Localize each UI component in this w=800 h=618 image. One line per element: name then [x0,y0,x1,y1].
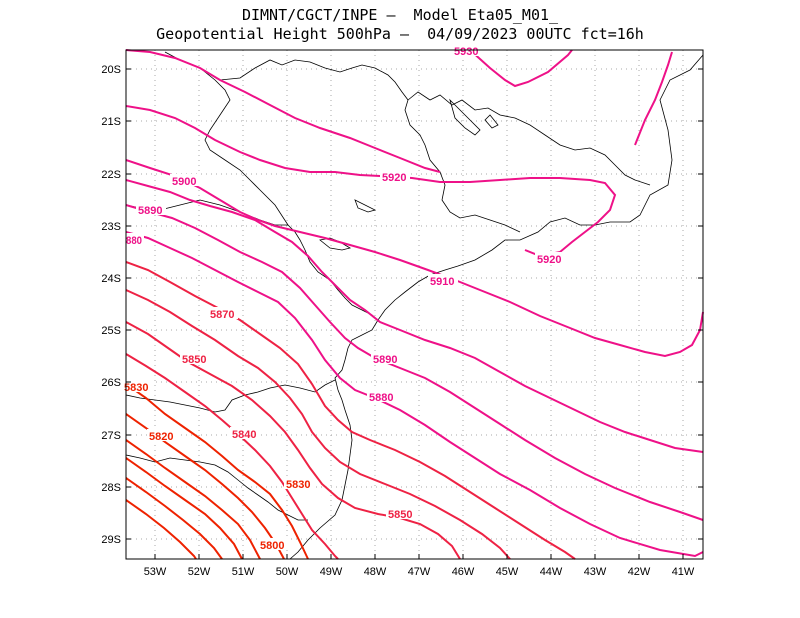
contour-5890 [125,204,704,521]
label-5830-a: 5830 [124,382,148,394]
lon-label-41w: 41W [672,566,695,578]
label-5880-b: 5880 [369,392,393,404]
label-5840: 5840 [232,429,256,441]
contour-5810 [125,439,261,560]
lon-label-44w: 44W [540,566,563,578]
contour-5840 [125,353,339,560]
lat-label-23s: 23S [101,221,121,233]
label-5820: 5820 [149,431,173,443]
label-5890-b: 5890 [373,354,397,366]
contour-5830 [125,383,309,560]
label-5830-b: 5830 [286,479,310,491]
contour-5870 [125,261,576,560]
lon-label-51w: 51W [232,566,255,578]
lon-label-48w: 48W [364,566,387,578]
contour-5800 [125,457,243,560]
lat-labels: 20S 21S 22S 23S 24S 25S 26S 27S 28S 29S [101,64,121,546]
contour-5920-east [634,51,673,146]
contour-5920-north [125,105,617,258]
map-frame [125,49,704,560]
label-5880-a: 880 [126,235,142,247]
label-5850-b: 5850 [388,509,412,521]
lon-label-52w: 52W [188,566,211,578]
lon-label-49w: 49W [320,566,343,578]
lon-label-45w: 45W [496,566,519,578]
contour-5930 [469,49,573,88]
label-5910: 5910 [430,276,454,288]
contours [125,49,704,560]
label-5900: 5900 [172,176,196,188]
lon-label-47w: 47W [408,566,431,578]
label-5870: 5870 [210,309,234,321]
contour-5900 [125,179,704,453]
lat-label-27s: 27S [101,430,121,442]
lat-label-26s: 26S [101,377,121,389]
ticks [126,68,703,559]
lon-label-46w: 46W [452,566,475,578]
title-line-2: Geopotential Height 500hPa – 04/09/2023 … [156,25,644,43]
contour-5910-main [125,159,704,358]
lon-labels: 53W 52W 51W 50W 49W 48W 47W 46W 45W 44W … [144,566,695,578]
contour-5780 [125,499,197,560]
lat-label-25s: 25S [101,325,121,337]
contour-5910 [125,49,441,173]
contour-5790 [125,477,223,560]
contour-5860 [125,289,511,560]
lat-label-20s: 20S [101,64,121,76]
lon-label-53w: 53W [144,566,167,578]
label-5890-a: 5890 [138,205,162,217]
lon-label-42w: 42W [628,566,651,578]
label-5850-a: 5850 [182,354,206,366]
label-5920-b: 5920 [537,254,561,266]
contour-labels: 5930 5920 5920 5910 5900 5890 5890 5880 … [122,44,565,552]
lat-label-22s: 22S [101,169,121,181]
label-5930: 5930 [454,46,478,58]
lat-label-28s: 28S [101,482,121,494]
lon-label-50w: 50W [276,566,299,578]
title-line-1: DIMNT/CGCT/INPE – Model Eta05_M01_ [241,6,559,24]
lat-label-24s: 24S [101,273,121,285]
label-5920-a: 5920 [382,172,406,184]
label-5800: 5800 [260,540,284,552]
contour-5880 [125,231,704,558]
lat-label-21s: 21S [101,116,121,128]
lon-label-43w: 43W [584,566,607,578]
grid [126,50,703,559]
lat-label-29s: 29S [101,534,121,546]
